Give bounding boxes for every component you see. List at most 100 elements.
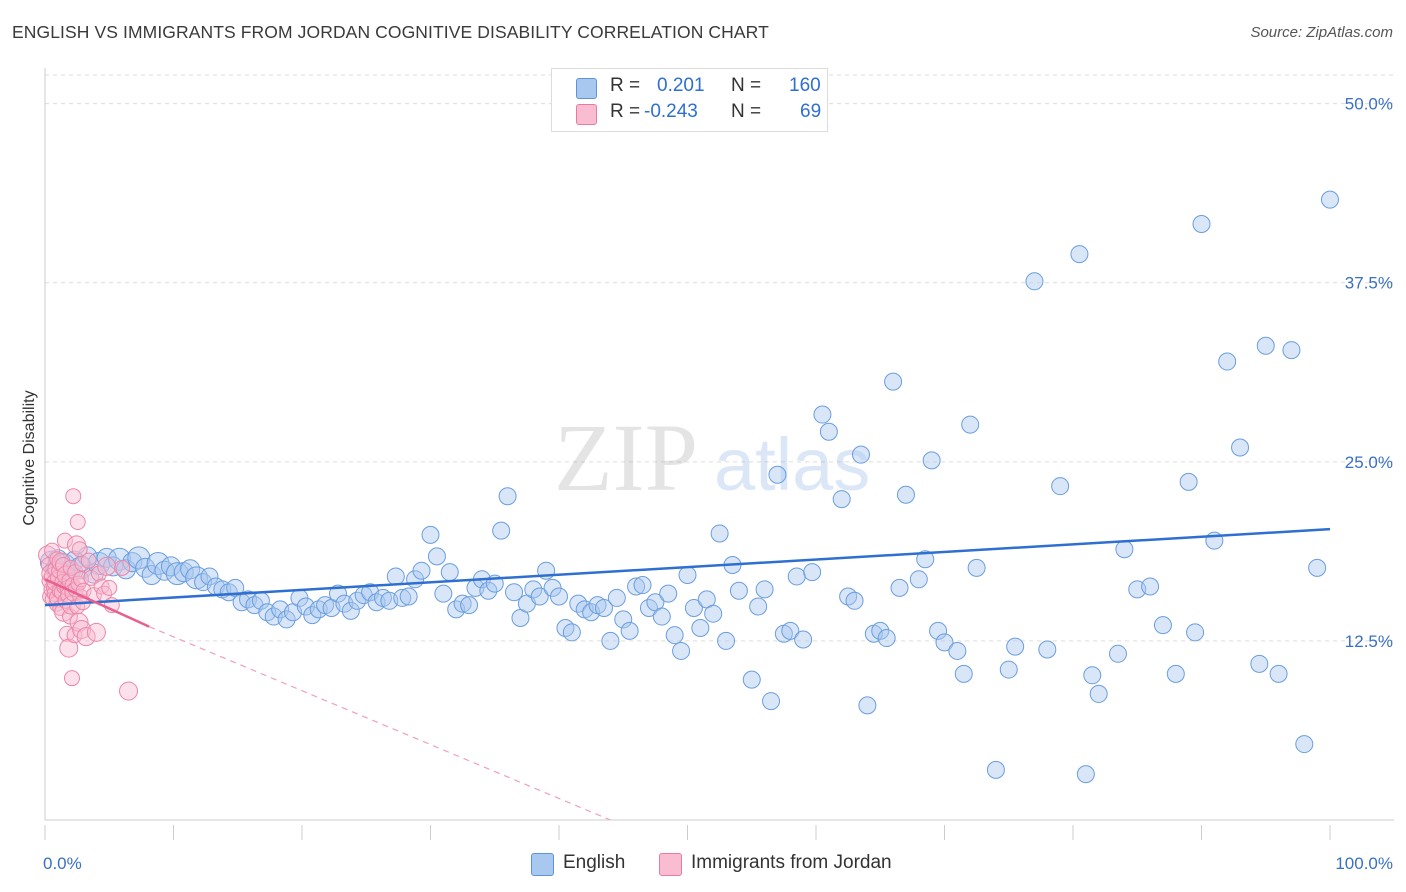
english-point	[1153, 616, 1172, 635]
jordan-trend-extension	[148, 626, 611, 821]
english-trend-line	[44, 527, 1331, 607]
legend-r-label: R =	[610, 75, 641, 96]
english-point	[200, 567, 219, 586]
legend-r-label: R =	[610, 101, 641, 122]
english-point	[277, 610, 296, 629]
english-point	[1250, 654, 1269, 673]
english-point	[594, 598, 613, 617]
english-point	[1115, 540, 1134, 559]
english-point	[1218, 352, 1237, 371]
english-point	[1308, 558, 1327, 577]
english-point	[1295, 735, 1314, 754]
english-point	[909, 570, 928, 589]
english-point	[691, 619, 710, 638]
english-point	[935, 633, 954, 652]
english-point	[1076, 765, 1095, 784]
english-point	[678, 566, 697, 585]
english-point	[399, 587, 418, 606]
jordan-point	[101, 579, 118, 596]
english-point	[1166, 664, 1185, 683]
english-point	[165, 562, 189, 586]
english-point	[127, 546, 151, 570]
x-tick-label: 0.0%	[43, 854, 82, 873]
jordan-point	[90, 565, 107, 582]
x-tick-label: 100.0%	[1335, 854, 1393, 873]
english-point	[961, 415, 980, 434]
english-point	[453, 594, 472, 613]
axes	[44, 68, 1394, 840]
english-point	[386, 567, 405, 586]
jordan-point	[114, 559, 131, 576]
english-point	[803, 563, 822, 582]
watermark-atlas: atlas	[714, 423, 870, 506]
watermark: ZIP atlas	[554, 404, 870, 511]
english-point	[986, 760, 1005, 779]
jordan-point	[86, 622, 106, 642]
legend-n-value: 69	[800, 101, 822, 122]
jordan-points	[38, 488, 139, 701]
english-point	[1070, 245, 1089, 264]
english-point	[1192, 215, 1211, 233]
y-tick-label: 37.5%	[1345, 274, 1393, 293]
english-point	[1083, 666, 1102, 685]
y-tick-label: 50.0%	[1345, 95, 1393, 114]
english-point	[530, 587, 549, 606]
english-point	[633, 576, 652, 595]
english-point	[871, 621, 890, 640]
jordan-point	[59, 638, 79, 658]
english-point	[1141, 577, 1160, 596]
english-point	[412, 561, 431, 580]
jordan-point	[119, 681, 139, 701]
english-point	[929, 621, 948, 640]
english-point	[328, 584, 347, 603]
jordan-point	[83, 569, 100, 586]
english-point	[1256, 336, 1275, 355]
english-point	[755, 580, 774, 599]
jordan-point	[76, 627, 96, 647]
english-point	[1282, 341, 1301, 360]
english-point	[851, 445, 870, 464]
english-point	[684, 598, 703, 617]
english-point	[1025, 272, 1044, 291]
english-point	[421, 525, 440, 544]
english-point	[614, 610, 633, 629]
english-point	[704, 604, 723, 623]
correlation-legend: R = 0.201 N = 160 R = -0.243 N = 69	[551, 68, 828, 132]
english-point	[562, 623, 581, 642]
english-point	[954, 664, 973, 683]
english-point	[890, 578, 909, 597]
english-point	[434, 584, 453, 603]
english-point	[492, 521, 511, 540]
english-point	[884, 372, 903, 391]
tick-labels: 12.5% 25.0% 37.5% 50.0% 0.0% 100.0%	[43, 95, 1393, 873]
english-point	[627, 577, 646, 596]
english-point	[832, 490, 851, 509]
english-point	[1186, 623, 1205, 642]
english-point	[524, 580, 543, 599]
chart-title: ENGLISH VS IMMIGRANTS FROM JORDAN COGNIT…	[12, 22, 769, 42]
english-point	[479, 581, 498, 600]
english-point	[717, 631, 736, 650]
english-point	[781, 621, 800, 640]
source-credit: Source: ZipAtlas.com	[1250, 24, 1393, 41]
english-point	[710, 524, 729, 543]
english-point	[672, 641, 691, 660]
legend-r-value: 0.201	[657, 75, 705, 96]
trend-lines	[44, 527, 1331, 821]
english-point	[652, 607, 671, 626]
english-point	[498, 487, 517, 506]
legend-r-value: -0.243	[644, 101, 698, 122]
jordan-point	[65, 488, 82, 505]
english-point	[813, 405, 832, 424]
english-point	[1231, 438, 1250, 457]
english-point	[393, 588, 412, 607]
english-point	[607, 588, 626, 607]
english-point	[794, 630, 813, 649]
english-point	[1051, 477, 1070, 496]
english-point	[729, 581, 748, 600]
gridlines	[45, 74, 1394, 642]
english-point	[922, 451, 941, 470]
english-point	[505, 583, 524, 602]
english-point	[819, 422, 838, 441]
